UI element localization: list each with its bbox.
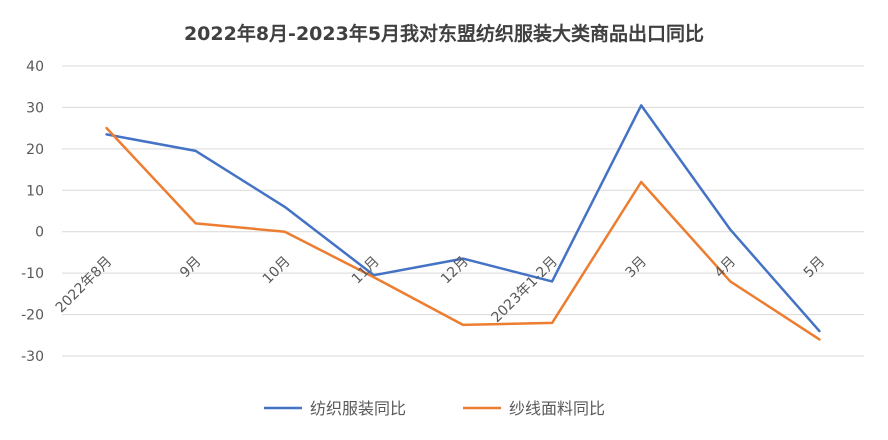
series-line-1 [105,126,821,341]
y-tick-label: -10 [21,266,44,282]
x-tick-label: 9月 [177,254,205,282]
y-tick-label: 30 [26,100,44,116]
y-tick-label: 20 [26,142,44,158]
y-tick-label: -20 [21,308,44,324]
y-tick-label: 40 [26,59,44,75]
y-tick-labels: 40 30 20 10 0 -10 -20 -30 [21,59,44,365]
x-tick-label: 4月 [712,254,740,282]
x-tick-label: 2023年1-2月 [488,254,560,326]
legend-label: 纺织服装同比 [310,399,406,418]
chart-title: 2022年8月-2023年5月我对东盟纺织服装大类商品出口同比 [184,22,704,45]
x-tick-label: 5月 [801,254,829,282]
y-tick-label: 10 [26,183,44,199]
x-tick-labels: 2022年8月 9月 10月 11月 12月 2023年1-2月 3月 4月 5月 [53,254,829,326]
x-tick-label: 3月 [623,254,651,282]
legend-label: 纱线面料同比 [509,399,605,418]
legend: 纺织服装同比 纱线面料同比 [264,399,605,418]
grid-lines [62,65,864,357]
y-tick-label: -30 [21,349,44,365]
series-lines [105,104,821,341]
series-line-0 [105,104,821,333]
x-tick-label: 10月 [260,254,294,288]
y-tick-label: 0 [35,225,44,241]
x-tick-label: 2022年8月 [53,254,116,317]
